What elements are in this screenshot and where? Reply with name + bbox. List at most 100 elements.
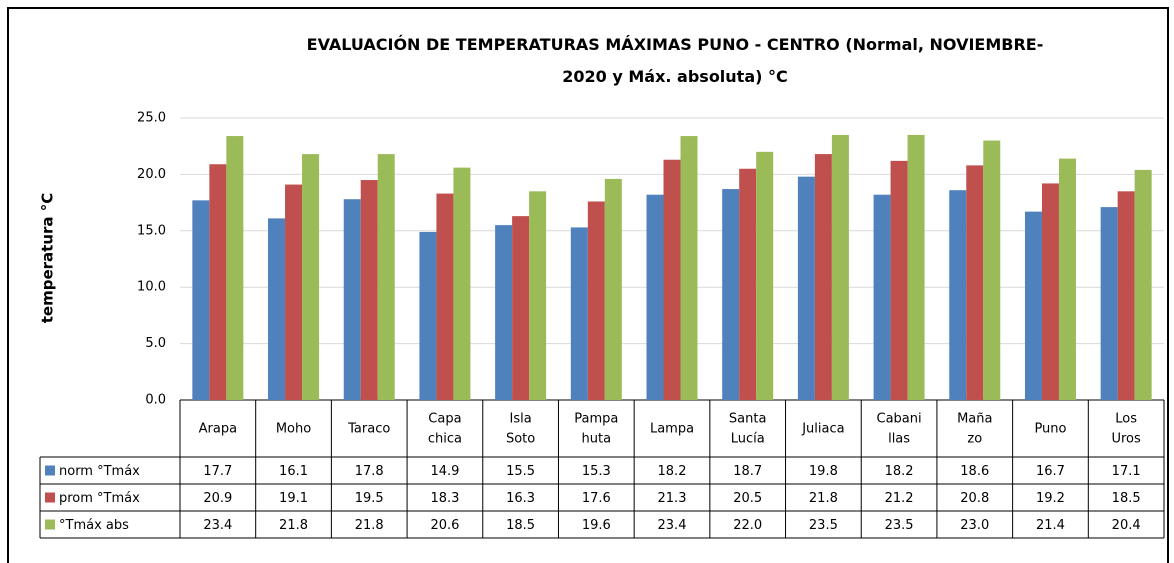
bar	[831, 134, 849, 401]
bar	[1024, 211, 1042, 400]
x-tick-label: Puno	[1034, 421, 1066, 436]
table-value: 17.1	[1112, 464, 1141, 479]
table-value: 16.3	[506, 491, 535, 506]
x-tick-label: Taraco	[347, 421, 390, 436]
table-value: 23.4	[658, 518, 687, 533]
legend-key	[45, 519, 55, 530]
bar	[1100, 207, 1118, 400]
table-value: 19.6	[582, 518, 611, 533]
table-value: 20.8	[960, 491, 989, 506]
bar	[949, 190, 967, 400]
bar	[268, 218, 286, 400]
y-tick-label: 0.0	[145, 393, 166, 408]
bar	[285, 184, 303, 400]
table-value: 17.8	[355, 464, 384, 479]
legend-label: °Tmáx abs	[59, 518, 129, 533]
bar	[302, 154, 320, 400]
legend-label: norm °Tmáx	[59, 464, 140, 479]
bar	[890, 160, 908, 400]
table-value: 21.8	[355, 518, 384, 533]
table-value: 21.2	[885, 491, 914, 506]
chart-title: EVALUACIÓN DE TEMPERATURAS MÁXIMAS PUNO …	[307, 35, 1044, 86]
table-value: 23.5	[809, 518, 838, 533]
bar	[1041, 183, 1059, 400]
bar	[436, 193, 454, 400]
table-value: 19.1	[279, 491, 308, 506]
bar	[739, 168, 757, 400]
bar	[1058, 158, 1076, 400]
table-value: 22.0	[733, 518, 762, 533]
x-tick-label: Santa Lucía	[729, 411, 767, 446]
x-tick-label: Lampa	[650, 421, 694, 436]
table-value: 18.7	[733, 464, 762, 479]
table-value: 17.6	[582, 491, 611, 506]
table-value: 18.5	[1112, 491, 1141, 506]
x-tick-label: Isla Soto	[506, 411, 535, 446]
y-tick-label: 25.0	[137, 111, 166, 126]
bar	[722, 189, 740, 400]
table-value: 15.5	[506, 464, 535, 479]
legend-label: prom °Tmáx	[59, 491, 140, 506]
bar	[512, 216, 530, 400]
table-value: 18.2	[885, 464, 914, 479]
x-tick-label: Juliaca	[801, 421, 844, 436]
bar	[360, 180, 378, 400]
table-value: 21.8	[279, 518, 308, 533]
table-value: 19.5	[355, 491, 384, 506]
bar	[966, 165, 984, 400]
x-tick-label: Moho	[276, 421, 311, 436]
bar	[756, 151, 774, 400]
table-value: 23.4	[203, 518, 232, 533]
bar	[226, 136, 244, 400]
table-value: 23.5	[885, 518, 914, 533]
bar	[453, 167, 471, 400]
bar	[209, 164, 227, 400]
table-value: 17.7	[203, 464, 232, 479]
bar	[873, 194, 891, 400]
bar	[983, 140, 1001, 400]
table-value: 21.3	[658, 491, 687, 506]
x-tick-label: Cabani llas	[877, 411, 922, 446]
table-value: 18.6	[960, 464, 989, 479]
table-value: 18.3	[430, 491, 459, 506]
bar	[377, 154, 395, 400]
bar	[604, 178, 622, 400]
table-value: 16.1	[279, 464, 308, 479]
bar	[1134, 169, 1152, 400]
bar	[587, 201, 605, 400]
bar	[529, 191, 547, 400]
bar	[680, 136, 698, 400]
x-tick-label: Maña zo	[957, 411, 992, 446]
table-value: 18.5	[506, 518, 535, 533]
table-value: 20.9	[203, 491, 232, 506]
table-value: 19.8	[809, 464, 838, 479]
table-value: 19.2	[1036, 491, 1065, 506]
y-axis-label: temperatura °C	[39, 193, 57, 324]
table-value: 20.5	[733, 491, 762, 506]
x-tick-label: Capa chica	[428, 411, 462, 446]
y-tick-label: 10.0	[137, 280, 166, 295]
bar	[814, 154, 832, 400]
x-tick-label: Los Uros	[1111, 411, 1141, 446]
x-tick-label: Pampa huta	[574, 411, 618, 446]
legend-key	[45, 492, 55, 503]
table-value: 16.7	[1036, 464, 1065, 479]
table-value: 20.6	[430, 518, 459, 533]
table-value: 15.3	[582, 464, 611, 479]
bar	[1117, 191, 1135, 400]
table-value: 14.9	[430, 464, 459, 479]
bar	[907, 134, 925, 401]
table-value: 23.0	[960, 518, 989, 533]
y-tick-label: 20.0	[137, 167, 166, 182]
table-value: 21.4	[1036, 518, 1065, 533]
bar	[343, 199, 361, 400]
table-value: 21.8	[809, 491, 838, 506]
bar	[192, 200, 210, 400]
bar	[797, 176, 815, 400]
bar	[646, 194, 664, 400]
y-tick-label: 5.0	[145, 336, 166, 351]
table-value: 18.2	[658, 464, 687, 479]
bar	[495, 225, 513, 400]
